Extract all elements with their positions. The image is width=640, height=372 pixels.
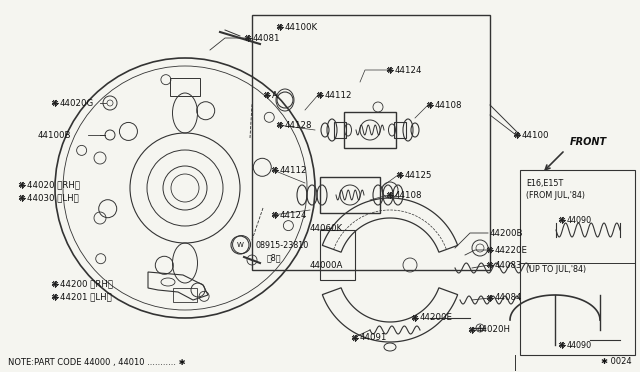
Text: 44090: 44090 [567,215,592,224]
Text: 44108: 44108 [395,190,422,199]
Text: 44100: 44100 [522,131,550,140]
Text: 44125: 44125 [405,170,433,180]
Text: 44112: 44112 [280,166,307,174]
Bar [252,15,490,270]
Text: 44091: 44091 [360,334,387,343]
Text: 44100B: 44100B [38,131,72,140]
Text: 44201 〈LH〉: 44201 〈LH〉 [60,292,112,301]
Text: 44020G: 44020G [60,99,94,108]
Text: 44090: 44090 [567,340,592,350]
Text: W: W [237,242,243,248]
Text: 08915-23810: 08915-23810 [255,241,308,250]
Bar [170,78,200,96]
Text: 44124: 44124 [395,65,422,74]
Bar [320,177,380,213]
Bar [173,288,197,302]
Text: 44060K: 44060K [310,224,343,232]
Text: 44112: 44112 [325,90,353,99]
Text: 44220E: 44220E [495,246,528,254]
Text: 44124: 44124 [280,211,307,219]
Text: 44000A: 44000A [310,260,344,269]
Text: NOTE:PART CODE 44000 , 44010 ........... ✱: NOTE:PART CODE 44000 , 44010 ...........… [8,357,186,366]
Text: 44083: 44083 [495,260,522,269]
Text: 44030 〈LH〉: 44030 〈LH〉 [27,193,79,202]
Text: 44081: 44081 [253,33,280,42]
Bar [320,230,355,280]
Text: (UP TO JUL,'84): (UP TO JUL,'84) [526,266,586,275]
Text: ✱ 0024: ✱ 0024 [602,357,632,366]
Text: 44128: 44128 [285,121,312,129]
Bar [394,122,406,138]
Bar [334,122,346,138]
Text: 44108: 44108 [435,100,463,109]
Text: 44020H: 44020H [477,326,511,334]
Text: 44100K: 44100K [285,22,318,32]
Bar [520,170,635,355]
Text: 〈8〉: 〈8〉 [267,253,282,263]
Text: 44200E: 44200E [420,314,453,323]
Text: 44200B: 44200B [490,228,524,237]
Text: A: A [272,90,278,99]
Text: (FROM JUL,'84): (FROM JUL,'84) [526,190,585,199]
Text: FRONT: FRONT [570,137,607,147]
Text: 44200 〈RH〉: 44200 〈RH〉 [60,279,113,289]
Text: 44084: 44084 [495,294,522,302]
Text: E16,E15T: E16,E15T [526,179,563,187]
Bar [344,112,396,148]
Text: 44020 〈RH〉: 44020 〈RH〉 [27,180,80,189]
